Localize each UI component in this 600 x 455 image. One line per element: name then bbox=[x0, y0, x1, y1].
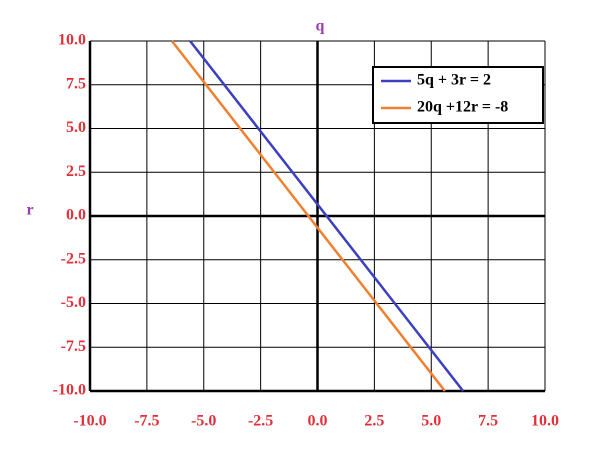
y-tick-label: 2.5 bbox=[66, 163, 86, 180]
y-tick-label: 7.5 bbox=[66, 75, 86, 92]
y-tick-label: -10.0 bbox=[53, 382, 86, 399]
x-tick-label: -2.5 bbox=[248, 413, 273, 430]
y-tick-label: 10.0 bbox=[58, 32, 86, 49]
x-axis-label: q bbox=[316, 18, 325, 35]
x-tick-label: -10.0 bbox=[73, 413, 106, 430]
y-tick-label: -5.0 bbox=[61, 294, 86, 311]
line-series bbox=[189, 40, 465, 392]
x-tick-label: 10.0 bbox=[531, 413, 559, 430]
y-tick-label: 5.0 bbox=[66, 119, 86, 136]
y-axis-label: r bbox=[26, 202, 33, 219]
legend-label: 5q + 3r = 2 bbox=[417, 72, 491, 89]
x-tick-label: 5.0 bbox=[421, 413, 441, 430]
y-tick-label: 0.0 bbox=[66, 207, 86, 224]
x-tick-label: -5.0 bbox=[191, 413, 216, 430]
y-tick-label: -7.5 bbox=[61, 338, 86, 355]
x-tick-label: 7.5 bbox=[478, 413, 498, 430]
x-tick-label: 2.5 bbox=[364, 413, 384, 430]
legend-label: 20q +12r = -8 bbox=[417, 99, 508, 116]
x-tick-label: 0.0 bbox=[308, 413, 328, 430]
y-tick-label: -2.5 bbox=[61, 250, 86, 267]
legend-box bbox=[372, 66, 544, 124]
line-series bbox=[170, 40, 446, 392]
x-tick-label: -7.5 bbox=[134, 413, 159, 430]
